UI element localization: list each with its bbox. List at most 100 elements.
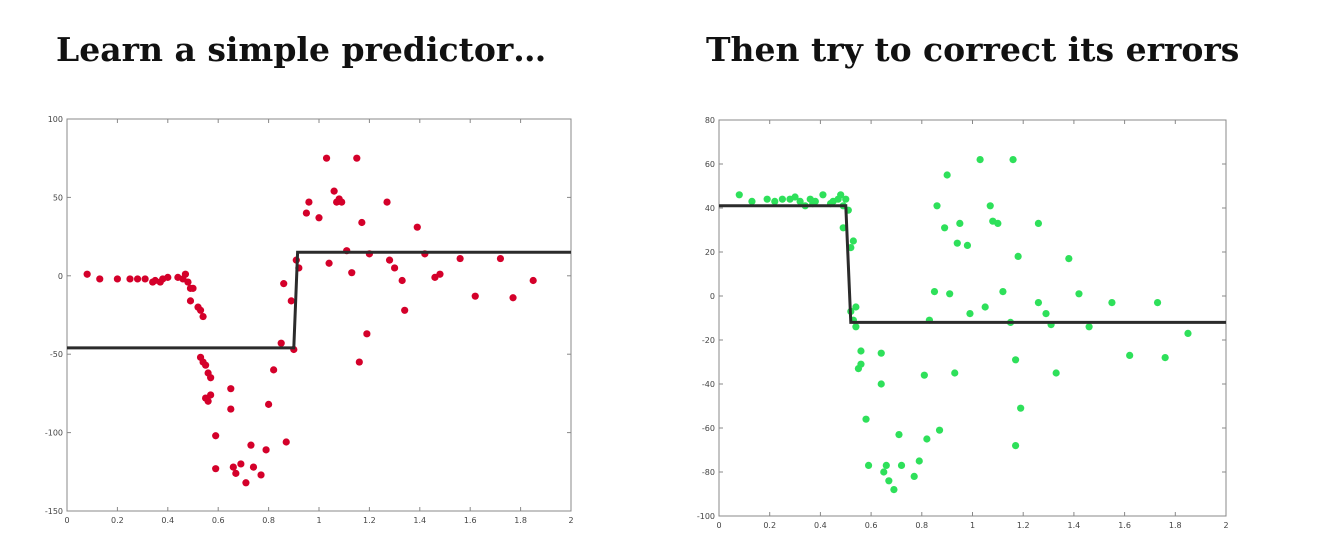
data-point-right <box>920 371 928 379</box>
data-point-left <box>262 446 270 454</box>
data-point-left <box>401 306 409 314</box>
y-tick-label-right: 60 <box>705 160 715 169</box>
x-tick-label-left: 2 <box>568 516 573 525</box>
x-tick-label-right: 1.6 <box>1118 521 1131 530</box>
x-tick-label-right: 1.8 <box>1169 521 1182 530</box>
data-point-left <box>330 187 338 195</box>
data-point-right <box>994 219 1002 227</box>
data-point-right <box>981 303 989 311</box>
x-tick-label-left: 0 <box>64 516 69 525</box>
x-tick-label-left: 1.4 <box>413 516 426 525</box>
data-point-right <box>1042 310 1050 318</box>
data-point-left <box>83 270 91 278</box>
x-tick-label-right: 1.2 <box>1017 521 1030 530</box>
data-point-left <box>383 198 391 206</box>
data-point-right <box>1161 354 1169 362</box>
data-point-left <box>302 209 310 217</box>
data-point-right <box>1052 369 1060 377</box>
x-tick-label-right: 0.8 <box>915 521 928 530</box>
data-point-left <box>355 358 363 366</box>
data-point-left <box>113 275 121 283</box>
x-tick-label-right: 2 <box>1223 521 1228 530</box>
data-point-left <box>305 198 313 206</box>
data-point-right <box>735 191 743 199</box>
data-point-left <box>164 273 172 281</box>
y-tick-label-left: -100 <box>45 429 63 438</box>
panel-title-left: Learn a simple predictor… <box>56 30 547 69</box>
y-tick-label-left: -150 <box>45 507 63 516</box>
y-tick-label-right: -20 <box>702 336 715 345</box>
data-point-left <box>212 432 220 440</box>
data-point-right <box>852 323 860 331</box>
data-point-right <box>849 237 857 245</box>
data-point-right <box>953 239 961 247</box>
data-point-right <box>915 457 923 465</box>
data-point-right <box>796 197 804 205</box>
data-point-right <box>1075 290 1083 298</box>
x-tick-label-right: 0.4 <box>814 521 827 530</box>
data-point-left <box>348 269 356 277</box>
x-tick-label-left: 1.6 <box>464 516 477 525</box>
data-point-left <box>385 256 394 264</box>
data-point-right <box>882 461 890 469</box>
data-point-left <box>232 469 240 477</box>
x-tick-label-left: 1.8 <box>514 516 527 525</box>
data-point-right <box>910 472 918 480</box>
data-point-left <box>358 218 366 227</box>
x-tick-label-right: 0.6 <box>865 521 878 530</box>
data-point-left <box>202 361 210 369</box>
data-point-left <box>456 254 464 263</box>
data-point-left <box>391 264 399 272</box>
x-tick-label-right: 0 <box>716 521 721 530</box>
data-point-left <box>227 385 235 393</box>
data-point-right <box>941 224 949 232</box>
data-point-left <box>184 278 192 286</box>
y-tick-label-right: 0 <box>710 292 715 301</box>
predictor-line-left <box>67 250 571 350</box>
data-point-left <box>186 297 195 305</box>
y-tick-label-right: -80 <box>702 468 715 477</box>
data-point-right <box>999 288 1007 296</box>
data-point-right <box>862 415 870 423</box>
data-point-left <box>270 366 278 374</box>
data-point-right <box>819 191 827 199</box>
y-tick-label-right: -100 <box>697 512 715 521</box>
data-point-left <box>509 294 517 302</box>
x-tick-label-right: 0.2 <box>763 521 776 530</box>
x-tick-label-left: 0.8 <box>262 516 275 525</box>
data-point-right <box>1184 329 1192 337</box>
data-point-left <box>227 405 235 413</box>
data-point-right <box>885 477 893 485</box>
data-point-right <box>771 197 779 205</box>
data-point-right <box>951 369 959 377</box>
data-point-left <box>529 276 537 285</box>
data-point-right <box>1017 404 1025 412</box>
y-tick-label-left: 100 <box>48 115 63 124</box>
data-point-right <box>946 290 954 298</box>
data-point-right <box>1085 323 1093 331</box>
data-point-right <box>842 195 850 203</box>
data-point-right <box>748 197 756 205</box>
data-point-left <box>496 254 505 263</box>
data-point-left <box>363 330 371 338</box>
data-point-right <box>852 303 860 311</box>
data-point-left <box>133 275 142 283</box>
data-point-left <box>141 275 149 283</box>
data-point-right <box>877 349 885 357</box>
data-point-left <box>242 479 250 487</box>
data-point-left <box>322 154 331 162</box>
data-point-left <box>249 463 258 471</box>
x-tick-label-left: 1 <box>316 516 321 525</box>
data-point-right <box>857 347 865 355</box>
data-point-right <box>857 360 865 368</box>
x-tick-label-right: 1.4 <box>1068 521 1081 530</box>
data-point-left <box>265 400 273 408</box>
data-point-right <box>791 193 799 201</box>
data-point-right <box>778 195 786 203</box>
data-point-left <box>199 312 207 321</box>
y-tick-label-right: 40 <box>705 204 715 213</box>
data-point-right <box>933 202 941 210</box>
data-point-left <box>471 292 479 300</box>
data-point-left <box>338 198 346 206</box>
